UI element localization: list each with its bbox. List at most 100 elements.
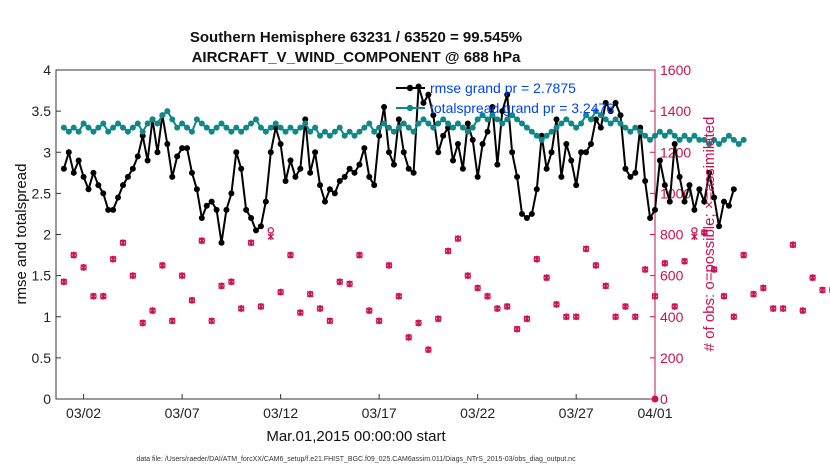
rmse-point xyxy=(208,198,215,205)
spread-point xyxy=(272,120,279,127)
rmse-point xyxy=(257,223,264,230)
obs-assimilated-point xyxy=(474,284,481,292)
spread-point xyxy=(267,124,274,131)
obs-assimilated-point xyxy=(671,303,678,310)
spread-point xyxy=(257,124,264,131)
spread-point xyxy=(652,132,658,139)
obs-assimilated-point xyxy=(769,305,777,312)
rmse-point xyxy=(440,132,447,139)
rmse-point xyxy=(632,169,639,176)
spread-point xyxy=(725,132,732,139)
rmse-point xyxy=(203,202,210,209)
rmse-point xyxy=(312,149,319,156)
obs-assimilated-point xyxy=(356,251,363,259)
spread-point xyxy=(312,124,319,131)
obs-assimilated-point xyxy=(612,313,619,321)
obs-assimilated-point xyxy=(592,261,600,269)
spread-point xyxy=(499,120,506,127)
rmse-point xyxy=(390,161,397,168)
spread-point xyxy=(228,128,235,135)
rmse-point xyxy=(691,206,698,213)
spread-point xyxy=(686,136,693,143)
spread-point xyxy=(533,132,540,139)
obs-assimilated-point xyxy=(336,278,343,286)
spread-point xyxy=(208,128,215,135)
rmse-point xyxy=(612,99,619,106)
spread-point xyxy=(218,120,225,127)
rmse-point xyxy=(592,116,599,123)
series-3 xyxy=(60,229,830,354)
spread-point xyxy=(70,124,77,131)
spread-point xyxy=(381,120,388,127)
spread-point xyxy=(405,124,412,131)
rmse-point xyxy=(459,165,466,172)
spread-point xyxy=(716,141,723,148)
spread-point xyxy=(671,132,678,139)
obs-assimilated-point xyxy=(425,346,432,354)
spread-point xyxy=(479,112,486,119)
spread-point xyxy=(277,124,284,131)
obs-assimilated-point xyxy=(681,257,688,265)
obs-assimilated-point xyxy=(228,278,235,286)
obs-assimilated-point xyxy=(691,233,698,240)
obs-assimilated-point xyxy=(306,290,314,298)
spread-point xyxy=(676,136,683,143)
spread-point xyxy=(95,124,102,131)
rmse-point xyxy=(351,169,358,176)
spread-point xyxy=(735,141,742,148)
spread-point xyxy=(356,128,363,135)
obs-assimilated-point xyxy=(100,292,107,300)
rmse-point xyxy=(627,173,634,180)
spread-point xyxy=(336,124,343,131)
obs-assimilated-point xyxy=(119,239,127,247)
spread-point xyxy=(420,116,427,123)
obs-assimilated-point xyxy=(257,303,265,310)
spread-point xyxy=(307,128,314,135)
rmse-point xyxy=(474,173,481,180)
spread-point xyxy=(587,116,594,123)
rmse-point xyxy=(430,112,437,119)
spread-point xyxy=(469,124,476,131)
rmse-point xyxy=(696,186,703,193)
y-tick-label: 2.5 xyxy=(32,185,52,201)
rmse-point xyxy=(523,215,530,222)
obs-assimilated-point xyxy=(563,313,570,321)
y2-tick-label: 400 xyxy=(660,309,684,325)
spread-point xyxy=(459,124,466,131)
rmse-point xyxy=(356,161,363,168)
rmse-point xyxy=(371,182,378,189)
rmse-point xyxy=(568,157,575,164)
spread-point xyxy=(445,120,452,127)
obs-assimilated-point xyxy=(750,290,757,298)
y-axis-label: rmse and totalspread xyxy=(13,164,30,305)
obs-assimilated-point xyxy=(395,292,403,300)
footnote: data file: /Users/raeder/DAI/ATM_forcXX/… xyxy=(136,456,576,463)
spread-point xyxy=(553,124,560,131)
obs-assimilated-point xyxy=(503,303,511,310)
spread-point xyxy=(139,128,146,135)
spread-point xyxy=(627,128,634,135)
rmse-point xyxy=(661,182,668,189)
obs-assimilated-point xyxy=(484,292,491,300)
x-tick-label: 03/17 xyxy=(362,405,397,421)
rmse-point xyxy=(80,173,87,180)
obs-assimilated-point xyxy=(326,317,334,325)
rmse-point xyxy=(716,223,723,230)
rmse-point xyxy=(302,116,309,123)
x-axis: 03/02 03/07 03/12 03/17 03/22 03/27 04/01 xyxy=(66,394,673,421)
rmse-point xyxy=(445,124,452,131)
obs-assimilated-point xyxy=(375,317,383,325)
spread-point xyxy=(563,116,570,123)
rmse-point xyxy=(730,186,737,193)
obs-assimilated-point xyxy=(622,303,629,310)
rmse-point xyxy=(558,173,565,180)
spread-point xyxy=(100,120,107,127)
obs-assimilated-point xyxy=(316,305,324,312)
obs-assimilated-point xyxy=(651,292,659,300)
rmse-point xyxy=(420,99,427,106)
spread-point xyxy=(528,128,535,135)
rmse-point xyxy=(499,108,506,115)
rmse-point xyxy=(518,210,525,217)
rmse-point xyxy=(622,165,629,172)
obs-assimilated-point xyxy=(60,278,68,286)
